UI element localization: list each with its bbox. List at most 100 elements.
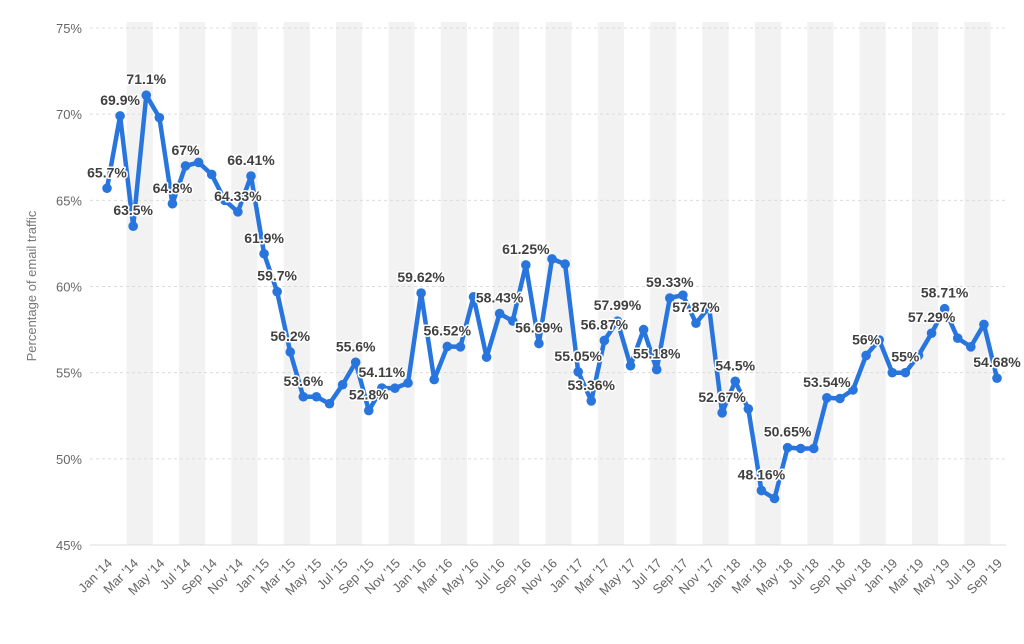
y-tick-label: 65% — [56, 193, 82, 208]
data-point — [966, 342, 976, 352]
data-point — [573, 367, 583, 377]
data-point — [939, 303, 950, 314]
data-label: 57.29% — [908, 309, 956, 325]
data-point — [167, 198, 178, 209]
data-points — [102, 90, 1002, 504]
background-band — [493, 22, 520, 545]
data-point — [416, 288, 426, 298]
data-point — [979, 319, 989, 330]
background-band — [440, 22, 467, 545]
background-bands — [126, 22, 991, 545]
y-tick-label: 70% — [56, 107, 82, 122]
data-point — [848, 385, 858, 395]
data-label: 63.5% — [113, 202, 153, 218]
background-band — [650, 22, 677, 545]
data-label: 56.52% — [424, 322, 472, 338]
y-tick-label: 55% — [56, 366, 82, 381]
data-point — [468, 292, 479, 302]
data-label: 52.67% — [698, 389, 746, 405]
data-point — [795, 443, 806, 454]
data-point — [717, 408, 727, 418]
data-point — [625, 360, 636, 371]
data-point — [664, 293, 675, 303]
data-point — [835, 393, 845, 404]
data-point — [337, 379, 348, 390]
data-label: 64.8% — [153, 180, 193, 196]
background-band — [859, 22, 886, 545]
data-point — [455, 342, 466, 352]
data-label: 56.87% — [581, 316, 629, 332]
background-band — [336, 22, 363, 545]
data-point — [586, 396, 597, 406]
data-label: 53.36% — [568, 377, 616, 393]
data-label: 53.6% — [283, 373, 323, 389]
data-point — [822, 393, 832, 403]
data-label: 67% — [172, 142, 201, 158]
background-band — [911, 22, 939, 545]
data-point — [390, 383, 400, 393]
y-axis-ticks: 45% 50% 55% 60% 65% 70% 75% — [56, 21, 82, 553]
data-point — [730, 376, 741, 387]
background-band — [388, 22, 415, 545]
data-point — [128, 221, 138, 231]
data-point — [115, 111, 125, 121]
data-point — [233, 207, 243, 217]
background-band — [964, 22, 991, 545]
data-point — [521, 260, 531, 270]
data-point — [403, 378, 413, 388]
data-point — [141, 90, 152, 101]
data-point — [913, 350, 924, 361]
data-label: 55.18% — [633, 346, 681, 362]
data-label: 59.33% — [646, 274, 694, 290]
data-point — [861, 350, 871, 361]
background-band — [702, 22, 729, 545]
data-label: 52.8% — [349, 387, 389, 403]
data-point — [206, 169, 217, 180]
data-point — [363, 405, 374, 416]
data-label: 71.1% — [126, 71, 166, 87]
data-label: 64.33% — [214, 188, 262, 204]
data-point — [782, 442, 793, 453]
data-point — [743, 404, 754, 414]
data-label: 69.9% — [100, 92, 140, 108]
data-point — [808, 443, 819, 454]
data-point — [874, 335, 885, 345]
data-label: 56.69% — [515, 320, 563, 336]
data-point — [534, 338, 544, 349]
data-point — [102, 183, 112, 194]
data-point — [298, 391, 309, 402]
data-label: 56% — [852, 331, 881, 347]
data-label: 58.71% — [921, 285, 969, 301]
data-point — [193, 157, 204, 168]
data-label: 55.05% — [554, 348, 602, 364]
data-point — [507, 316, 518, 326]
y-tick-label: 50% — [56, 452, 82, 467]
y-tick-label: 75% — [56, 21, 82, 36]
data-point — [638, 324, 649, 335]
data-point — [599, 335, 610, 346]
data-point — [900, 367, 911, 378]
data-point — [887, 367, 898, 378]
data-point — [350, 357, 361, 368]
data-label: 54.5% — [715, 357, 755, 373]
data-label: 61.9% — [244, 230, 284, 246]
data-label: 53.54% — [803, 374, 851, 390]
data-point — [246, 171, 256, 181]
data-point — [678, 290, 688, 300]
data-point — [481, 352, 492, 362]
data-label: 54.11% — [358, 364, 405, 380]
data-label: 56.2% — [270, 328, 310, 344]
data-point — [926, 328, 937, 339]
data-point — [219, 195, 230, 206]
data-label: 54.68% — [973, 354, 1021, 370]
data-point — [612, 316, 623, 326]
data-label: 59.62% — [397, 269, 445, 285]
data-point — [377, 383, 387, 393]
data-label: 55% — [891, 349, 920, 365]
data-label: 50.65% — [764, 424, 812, 440]
data-label: 48.16% — [738, 467, 786, 483]
data-point — [324, 398, 335, 409]
data-point — [691, 318, 701, 329]
